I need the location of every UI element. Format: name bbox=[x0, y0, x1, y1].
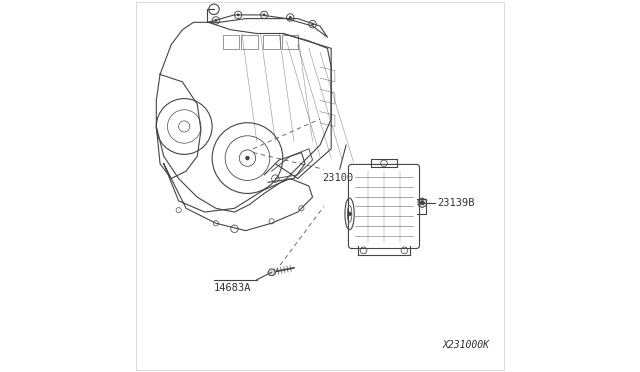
Circle shape bbox=[237, 13, 239, 16]
Text: 23100: 23100 bbox=[322, 173, 353, 183]
Circle shape bbox=[311, 23, 314, 26]
Circle shape bbox=[262, 13, 266, 16]
Circle shape bbox=[289, 16, 292, 19]
Text: X231000K: X231000K bbox=[442, 340, 489, 350]
Polygon shape bbox=[268, 269, 275, 276]
Text: 14683A: 14683A bbox=[214, 283, 252, 294]
Circle shape bbox=[420, 201, 424, 205]
Text: 23139B: 23139B bbox=[437, 198, 475, 208]
Circle shape bbox=[245, 156, 250, 160]
Circle shape bbox=[348, 212, 351, 215]
Circle shape bbox=[214, 19, 218, 22]
